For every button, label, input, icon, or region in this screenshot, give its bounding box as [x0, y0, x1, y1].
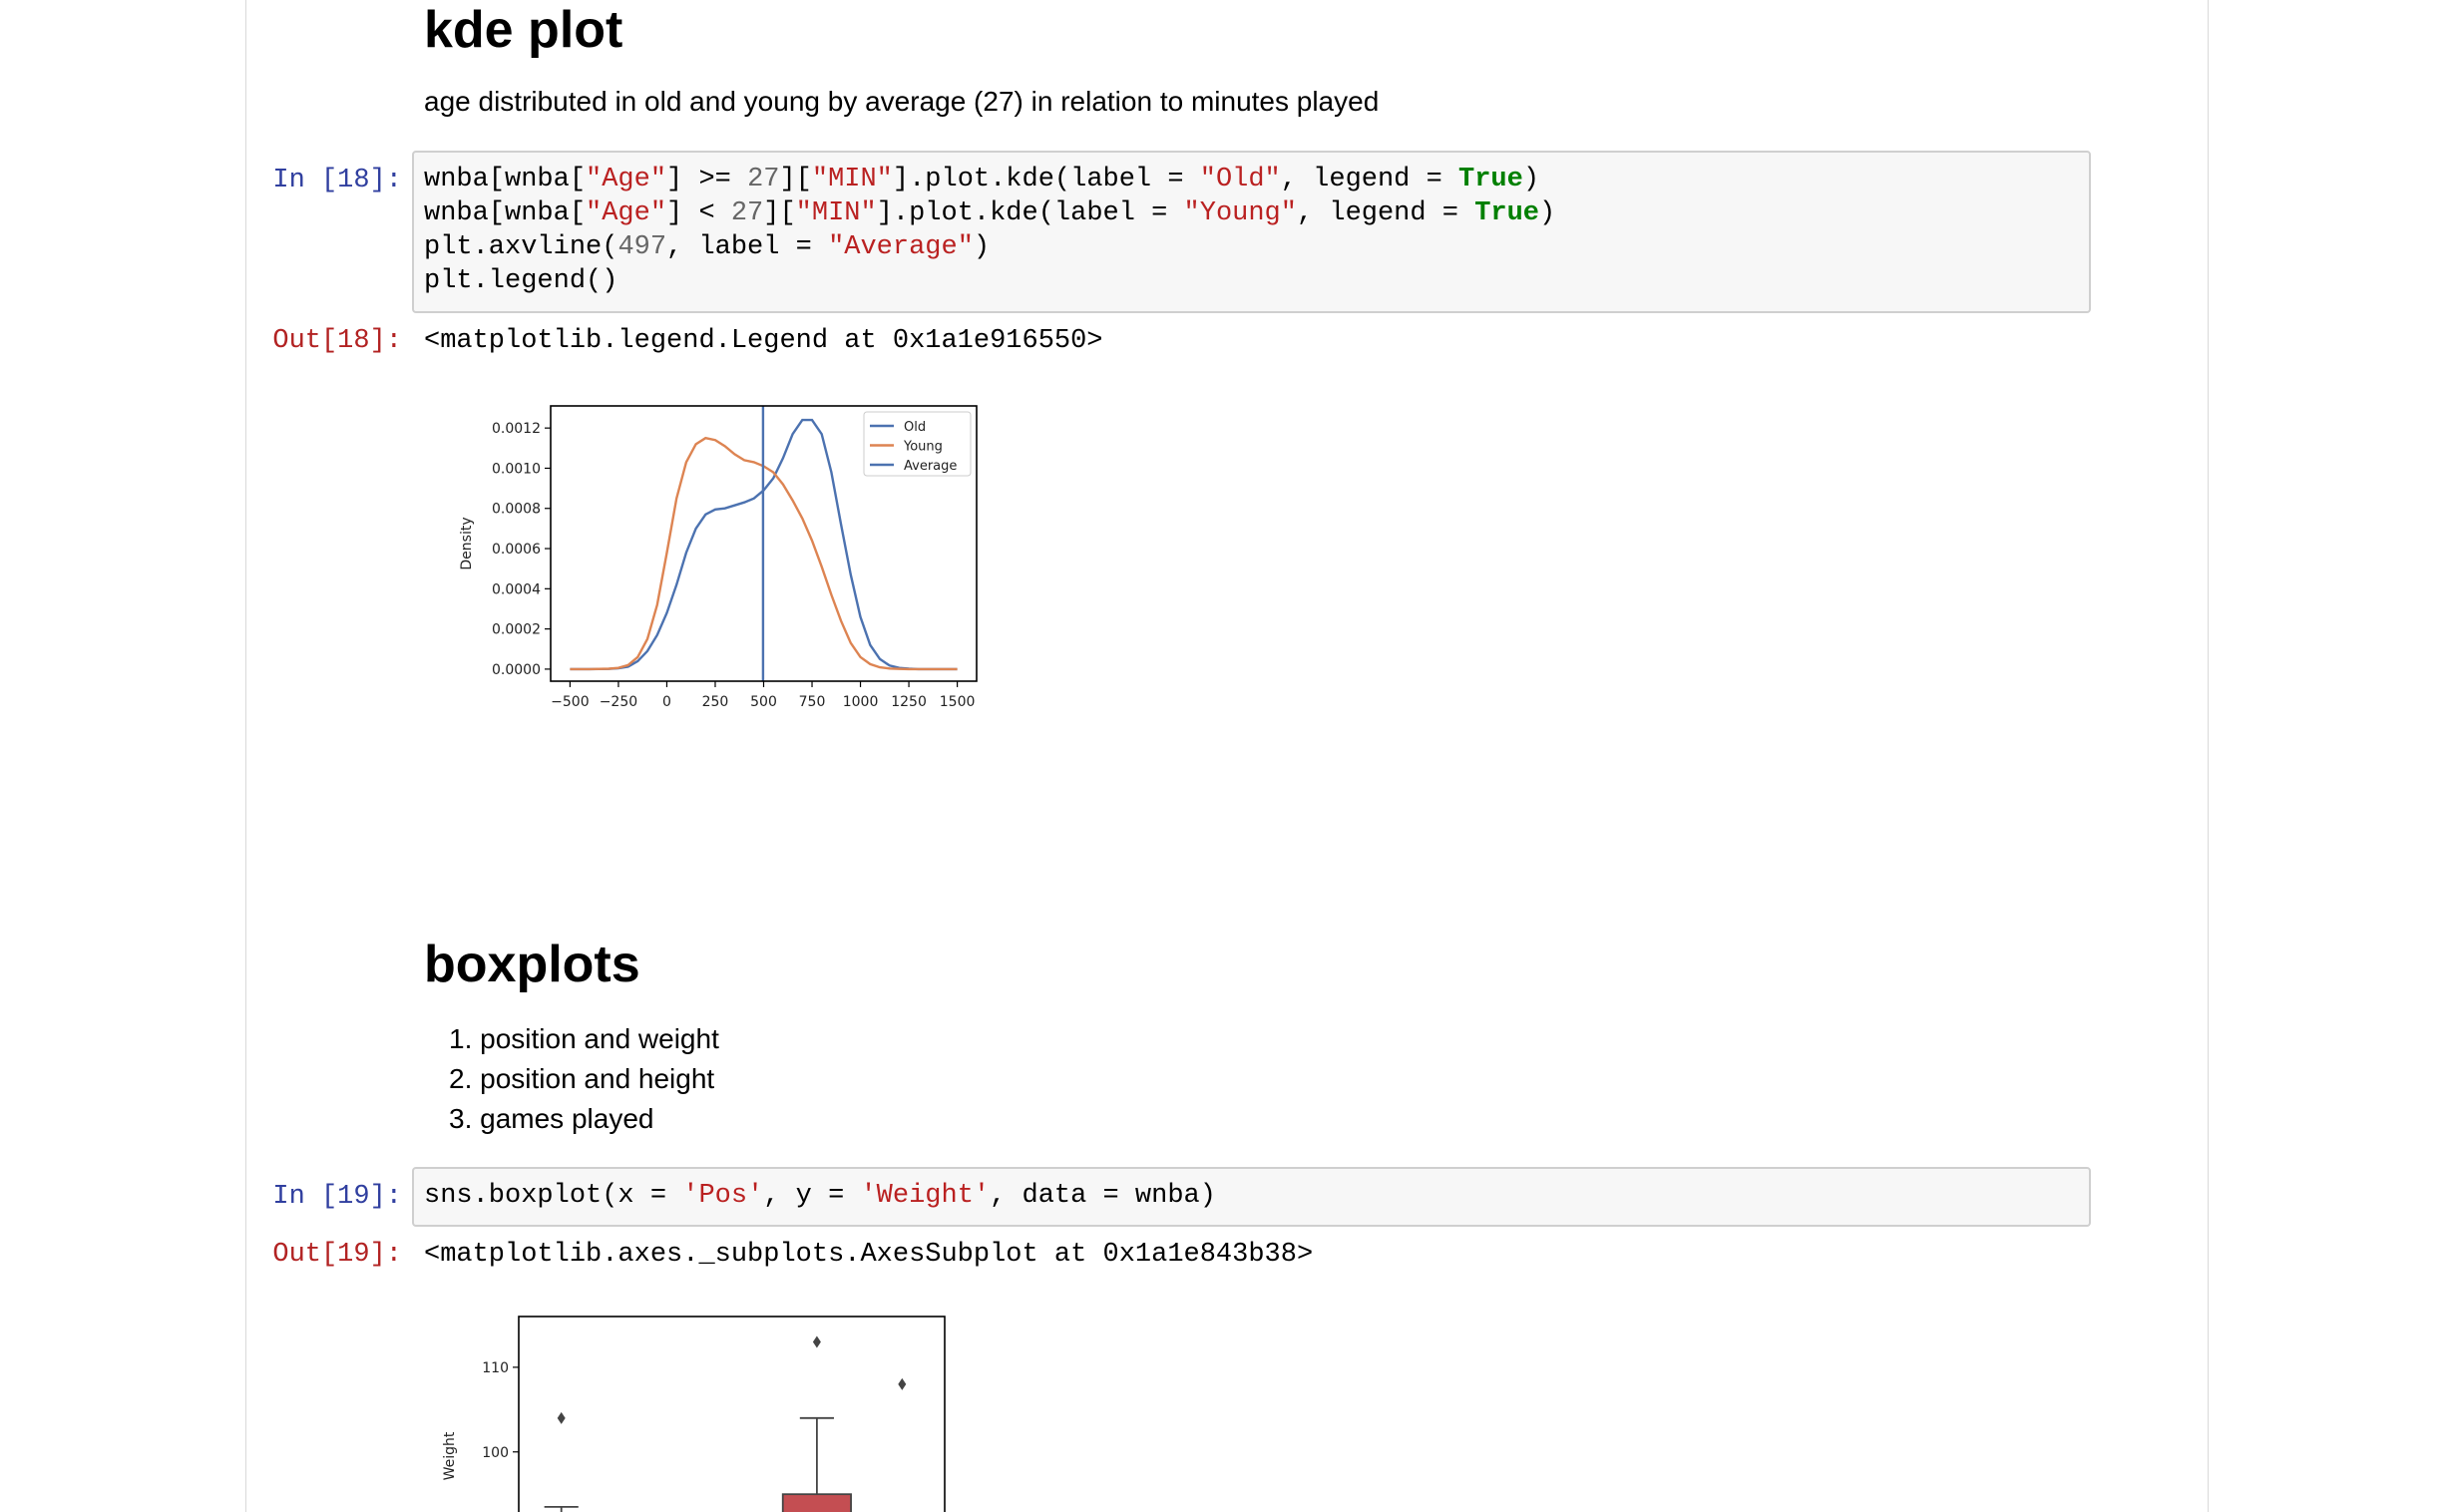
code-token: ] >= [666, 165, 748, 194]
y-tick-label: 0.0004 [492, 581, 541, 597]
legend-box [863, 411, 972, 477]
code-token: "Young" [1183, 198, 1297, 228]
code-token: "MIN" [795, 198, 877, 228]
cell-18-code-input[interactable]: wnba[wnba["Age"] >= 27]["MIN"].plot.kde(… [412, 151, 2091, 313]
boxplots-list: 1. position and weight 2. position and h… [449, 1019, 719, 1139]
y-tick-label: 110 [482, 1360, 509, 1376]
code-token: ) [1539, 198, 1556, 228]
cell-19-code-input[interactable]: sns.boxplot(x = 'Pos', y = 'Weight', dat… [412, 1167, 2091, 1227]
code-token: ) [973, 232, 991, 262]
code-token: "Age" [586, 165, 667, 194]
y-tick-label: 0.0010 [492, 461, 541, 477]
x-tick-label: −500 [551, 694, 589, 710]
code-token: , legend = [1280, 165, 1458, 194]
code-token: , data = wnba) [990, 1181, 1216, 1211]
code-token: 'Pos' [682, 1181, 764, 1211]
code-token: ] < [666, 198, 731, 228]
x-tick-label: 0 [662, 694, 671, 710]
code-token: "Old" [1199, 165, 1281, 194]
code-token: "MIN" [811, 165, 893, 194]
cell-18-out-prompt: Out[18]: [272, 326, 402, 356]
x-tick-label: 1500 [940, 694, 976, 710]
code-token: plt.legend() [424, 266, 618, 296]
code-line: wnba[wnba["Age"] >= 27]["MIN"].plot.kde(… [424, 163, 2079, 196]
list-item: 3. games played [449, 1103, 654, 1134]
code-token: 497 [617, 232, 667, 262]
kde-chart: −500 −250 0 250 500 750 1000 1250 1500 0.0000 0.00… [459, 405, 978, 710]
code-token: , y = [763, 1181, 861, 1211]
cell-19-in-prompt: In [19]: [272, 1182, 402, 1212]
code-token: ].plot.kde(label = [876, 198, 1184, 228]
box-body [781, 1493, 852, 1512]
code-token: "Age" [586, 198, 667, 228]
code-token: "Average" [828, 232, 974, 262]
y-tick-label: 100 [482, 1445, 509, 1461]
y-tick-label: 0.0012 [492, 421, 541, 437]
code-line: plt.axvline(497, label = "Average") [424, 230, 2079, 264]
legend-label: Young [903, 440, 943, 455]
box-outlier [557, 1411, 566, 1424]
cell-19-output-text: <matplotlib.axes._subplots.AxesSubplot a… [424, 1240, 1314, 1270]
y-axis-label: Density [459, 517, 475, 569]
list-item: 1. position and weight [449, 1023, 719, 1054]
code-token: ].plot.kde(label = [892, 165, 1200, 194]
code-token: ) [1522, 165, 1540, 194]
code-token: , label = [666, 232, 829, 262]
code-line: wnba[wnba["Age"] < 27]["MIN"].plot.kde(l… [424, 196, 2079, 230]
y-tick-label: 0.0000 [492, 662, 541, 678]
x-tick-label: 250 [702, 694, 729, 710]
y-tick-label: 0.0002 [492, 622, 541, 638]
cell-18-output-text: <matplotlib.legend.Legend at 0x1a1e91655… [424, 326, 1103, 356]
code-token: wnba[wnba[ [424, 165, 587, 194]
y-tick-label: 0.0006 [492, 542, 541, 558]
box-outlier [898, 1377, 907, 1390]
code-token: True [1474, 198, 1540, 228]
list-item: 2. position and height [449, 1063, 715, 1094]
code-token: 27 [747, 165, 780, 194]
x-tick-label: 1000 [843, 694, 879, 710]
code-token: , legend = [1296, 198, 1475, 228]
x-tick-label: −250 [600, 694, 637, 710]
code-token: 'Weight' [860, 1181, 991, 1211]
x-tick-label: 1250 [891, 694, 927, 710]
legend-label: Average [904, 459, 957, 474]
code-token: sns.boxplot(x = [424, 1181, 683, 1211]
heading-kde-plot: kde plot [424, 1, 623, 59]
y-axis-label: Weight [442, 1431, 458, 1480]
code-token: 27 [730, 198, 764, 228]
boxplot-chart: 90100110Weight [442, 1316, 946, 1512]
x-tick-label: 500 [750, 694, 777, 710]
y-tick-label: 0.0008 [492, 502, 541, 518]
heading-boxplots: boxplots [424, 936, 640, 993]
code-token: ][ [763, 198, 796, 228]
code-line: plt.legend() [424, 264, 2079, 298]
box-outlier [812, 1335, 821, 1348]
plot-frame [518, 1316, 946, 1512]
legend-label: Old [904, 420, 926, 435]
code-token: True [1458, 165, 1523, 194]
kde-description: age distributed in old and young by aver… [424, 86, 1380, 117]
code-token: ][ [779, 165, 812, 194]
cell-18-in-prompt: In [18]: [272, 166, 402, 195]
code-line: sns.boxplot(x = 'Pos', y = 'Weight', dat… [424, 1179, 2079, 1213]
code-token: plt.axvline( [424, 232, 618, 262]
code-token: wnba[wnba[ [424, 198, 587, 228]
x-tick-label: 750 [799, 694, 826, 710]
cell-19-out-prompt: Out[19]: [272, 1240, 402, 1270]
